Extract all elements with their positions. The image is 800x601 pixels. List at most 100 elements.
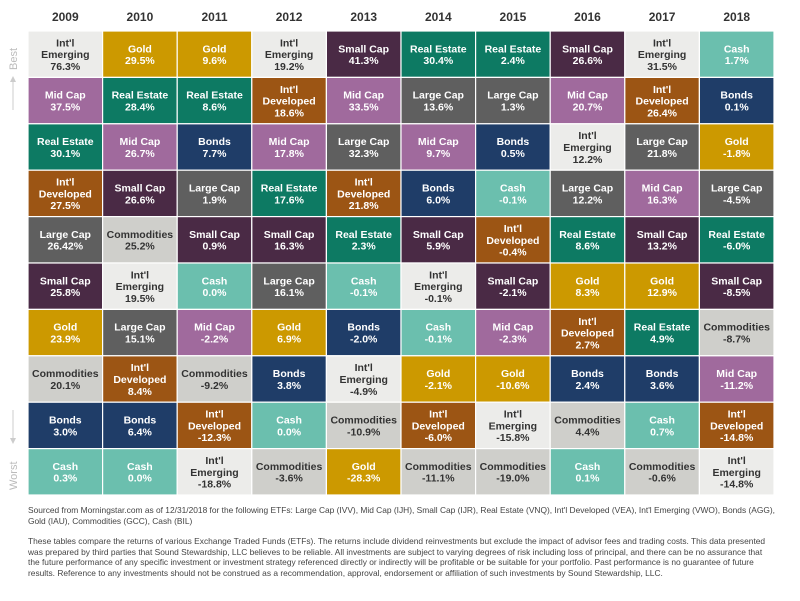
cell-return-value: 12.2% <box>573 154 603 166</box>
cell-return-value: -18.8% <box>198 479 232 491</box>
cell-background <box>251 216 328 264</box>
cell-asset-label: Emerging <box>712 467 760 479</box>
cell-background <box>698 448 775 496</box>
cell-return-value: -8.5% <box>723 287 751 299</box>
cell-return-value: -6.0% <box>425 432 453 444</box>
cell-asset-label: Int'l <box>578 316 596 328</box>
cell-asset-label: Mid Cap <box>194 322 235 334</box>
cell-asset-label: Commodities <box>703 322 770 334</box>
cell-return-value: 8.6% <box>576 241 601 253</box>
cell-return-value: -0.1% <box>499 194 527 206</box>
cell-background <box>101 216 178 264</box>
cell-background <box>698 308 775 357</box>
cell-return-value: -2.1% <box>499 287 527 299</box>
cell-asset-label: Bonds <box>273 368 306 380</box>
cell-return-value: -14.8% <box>720 479 754 491</box>
cell-return-value: 2.4% <box>576 380 601 392</box>
cell-return-value: 0.5% <box>501 148 526 160</box>
cell-asset-label: Small Cap <box>637 229 688 241</box>
cell-return-value: 16.3% <box>274 241 304 253</box>
cell-2015-rank-10-commodities: Commodities-19.0% <box>475 448 551 496</box>
cell-asset-label: Real Estate <box>708 229 765 241</box>
cell-asset-label: Bonds <box>124 415 157 427</box>
best-arrowhead <box>10 76 16 82</box>
disclaimer: These tables compare the returns of vari… <box>28 536 766 578</box>
cell-return-value: 12.9% <box>647 287 677 299</box>
cell-asset-label: Cash <box>52 461 78 473</box>
cell-background <box>624 262 700 311</box>
cell-background <box>400 448 477 496</box>
cell-return-value: 2.3% <box>352 241 377 253</box>
cell-background <box>27 448 104 496</box>
year-headers: 2009 2010 2011 2012 2013 2014 2015 2016 2017 2018 <box>52 10 750 24</box>
cell-return-value: -14.8% <box>720 432 754 444</box>
cell-asset-label: Large Cap <box>114 322 165 334</box>
cell-return-value: 8.4% <box>128 386 153 398</box>
cell-asset-label: Small Cap <box>338 43 389 55</box>
cell-asset-label: Developed <box>636 96 689 108</box>
cell-asset-label: Emerging <box>339 374 387 386</box>
cell-2018-rank-7-commodities: Commodities-8.7% <box>698 308 775 357</box>
year-header-2009: 2009 <box>52 10 79 24</box>
cell-asset-label: Int'l <box>205 409 223 421</box>
cell-asset-label: Gold <box>53 322 77 334</box>
cell-asset-label: Real Estate <box>634 322 691 334</box>
cell-asset-label: Mid Cap <box>269 136 310 148</box>
cell-asset-label: Gold <box>128 43 152 55</box>
cell-asset-label: Large Cap <box>189 183 240 195</box>
cell-asset-label: Int'l <box>653 37 671 49</box>
cell-return-value: 0.3% <box>53 473 78 485</box>
cell-asset-label: Large Cap <box>711 183 762 195</box>
cell-asset-label: Int'l <box>355 177 373 189</box>
cell-asset-label: Mid Cap <box>492 322 533 334</box>
cell-return-value: 0.0% <box>277 426 302 438</box>
cell-background <box>400 123 477 171</box>
cell-return-value: 26.6% <box>125 194 155 206</box>
cell-background <box>698 355 775 403</box>
cell-return-value: 21.8% <box>647 148 677 160</box>
cell-2011-rank-8-commodities: Commodities-9.2% <box>176 355 253 403</box>
cell-asset-label: Commodities <box>480 461 547 473</box>
cell-background <box>475 262 551 311</box>
cell-return-value: -3.6% <box>275 473 303 485</box>
cell-asset-label: Cash <box>351 275 377 287</box>
cell-asset-label: Int'l <box>728 455 746 467</box>
cell-2012-rank-10-commodities: Commodities-3.6% <box>251 448 328 496</box>
cell-asset-label: Real Estate <box>559 229 616 241</box>
cell-asset-label: Mid Cap <box>418 136 459 148</box>
cell-background <box>251 123 328 171</box>
cell-asset-label: Cash <box>500 183 526 195</box>
cell-return-value: -2.1% <box>425 380 453 392</box>
cell-2018-rank-5-real-estate: Real Estate-6.0% <box>698 216 775 264</box>
cell-2018-rank-8-mid-cap: Mid Cap-11.2% <box>698 355 775 403</box>
cell-asset-label: Int'l <box>355 362 373 374</box>
best-worst-axis: Best Worst <box>8 48 20 490</box>
cell-background <box>176 30 253 79</box>
cell-asset-label: Emerging <box>489 420 537 432</box>
cell-asset-label: Int'l <box>56 37 74 49</box>
worst-arrowhead <box>10 438 16 444</box>
cell-background <box>400 401 477 450</box>
